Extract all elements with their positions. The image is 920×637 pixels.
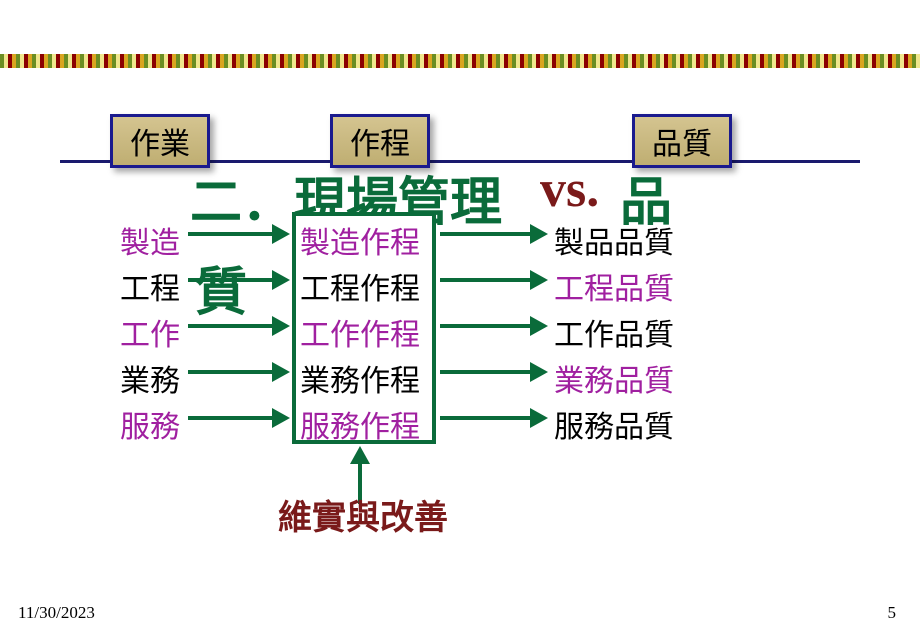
left-item-0: 製造 xyxy=(120,218,180,262)
header-middle: 作程 xyxy=(330,114,430,168)
header-right: 品質 xyxy=(632,114,732,168)
middle-item-3: 業務作程 xyxy=(300,356,420,400)
left-item-2: 工作 xyxy=(120,310,180,354)
right-item-2: 工作品質 xyxy=(554,310,674,354)
arrow-left-1 xyxy=(188,270,290,290)
right-item-0: 製品品質 xyxy=(554,218,674,262)
arrow-right-1 xyxy=(440,270,548,290)
arrow-left-4 xyxy=(188,408,290,428)
footer-date: 11/30/2023 xyxy=(18,603,95,623)
arrow-left-3 xyxy=(188,362,290,382)
bottom-label: 維實與改善 xyxy=(278,490,448,539)
arrow-left-0 xyxy=(188,224,290,244)
middle-item-1: 工程作程 xyxy=(300,264,420,308)
middle-item-4: 服務作程 xyxy=(300,402,420,446)
left-item-1: 工程 xyxy=(120,264,180,308)
header-left: 作業 xyxy=(110,114,210,168)
arrow-left-2 xyxy=(188,316,290,336)
right-item-1: 工程品質 xyxy=(554,264,674,308)
decorative-top-border xyxy=(0,54,920,68)
arrow-right-0 xyxy=(440,224,548,244)
middle-item-2: 工作作程 xyxy=(300,310,420,354)
right-item-3: 業務品質 xyxy=(554,356,674,400)
right-item-4: 服務品質 xyxy=(554,402,674,446)
middle-item-0: 製造作程 xyxy=(300,218,420,262)
footer-page: 5 xyxy=(888,603,897,623)
arrow-right-3 xyxy=(440,362,548,382)
left-item-4: 服務 xyxy=(120,402,180,446)
arrow-right-2 xyxy=(440,316,548,336)
arrow-right-4 xyxy=(440,408,548,428)
left-item-3: 業務 xyxy=(120,356,180,400)
bg-title-part2: vs. xyxy=(540,160,599,219)
